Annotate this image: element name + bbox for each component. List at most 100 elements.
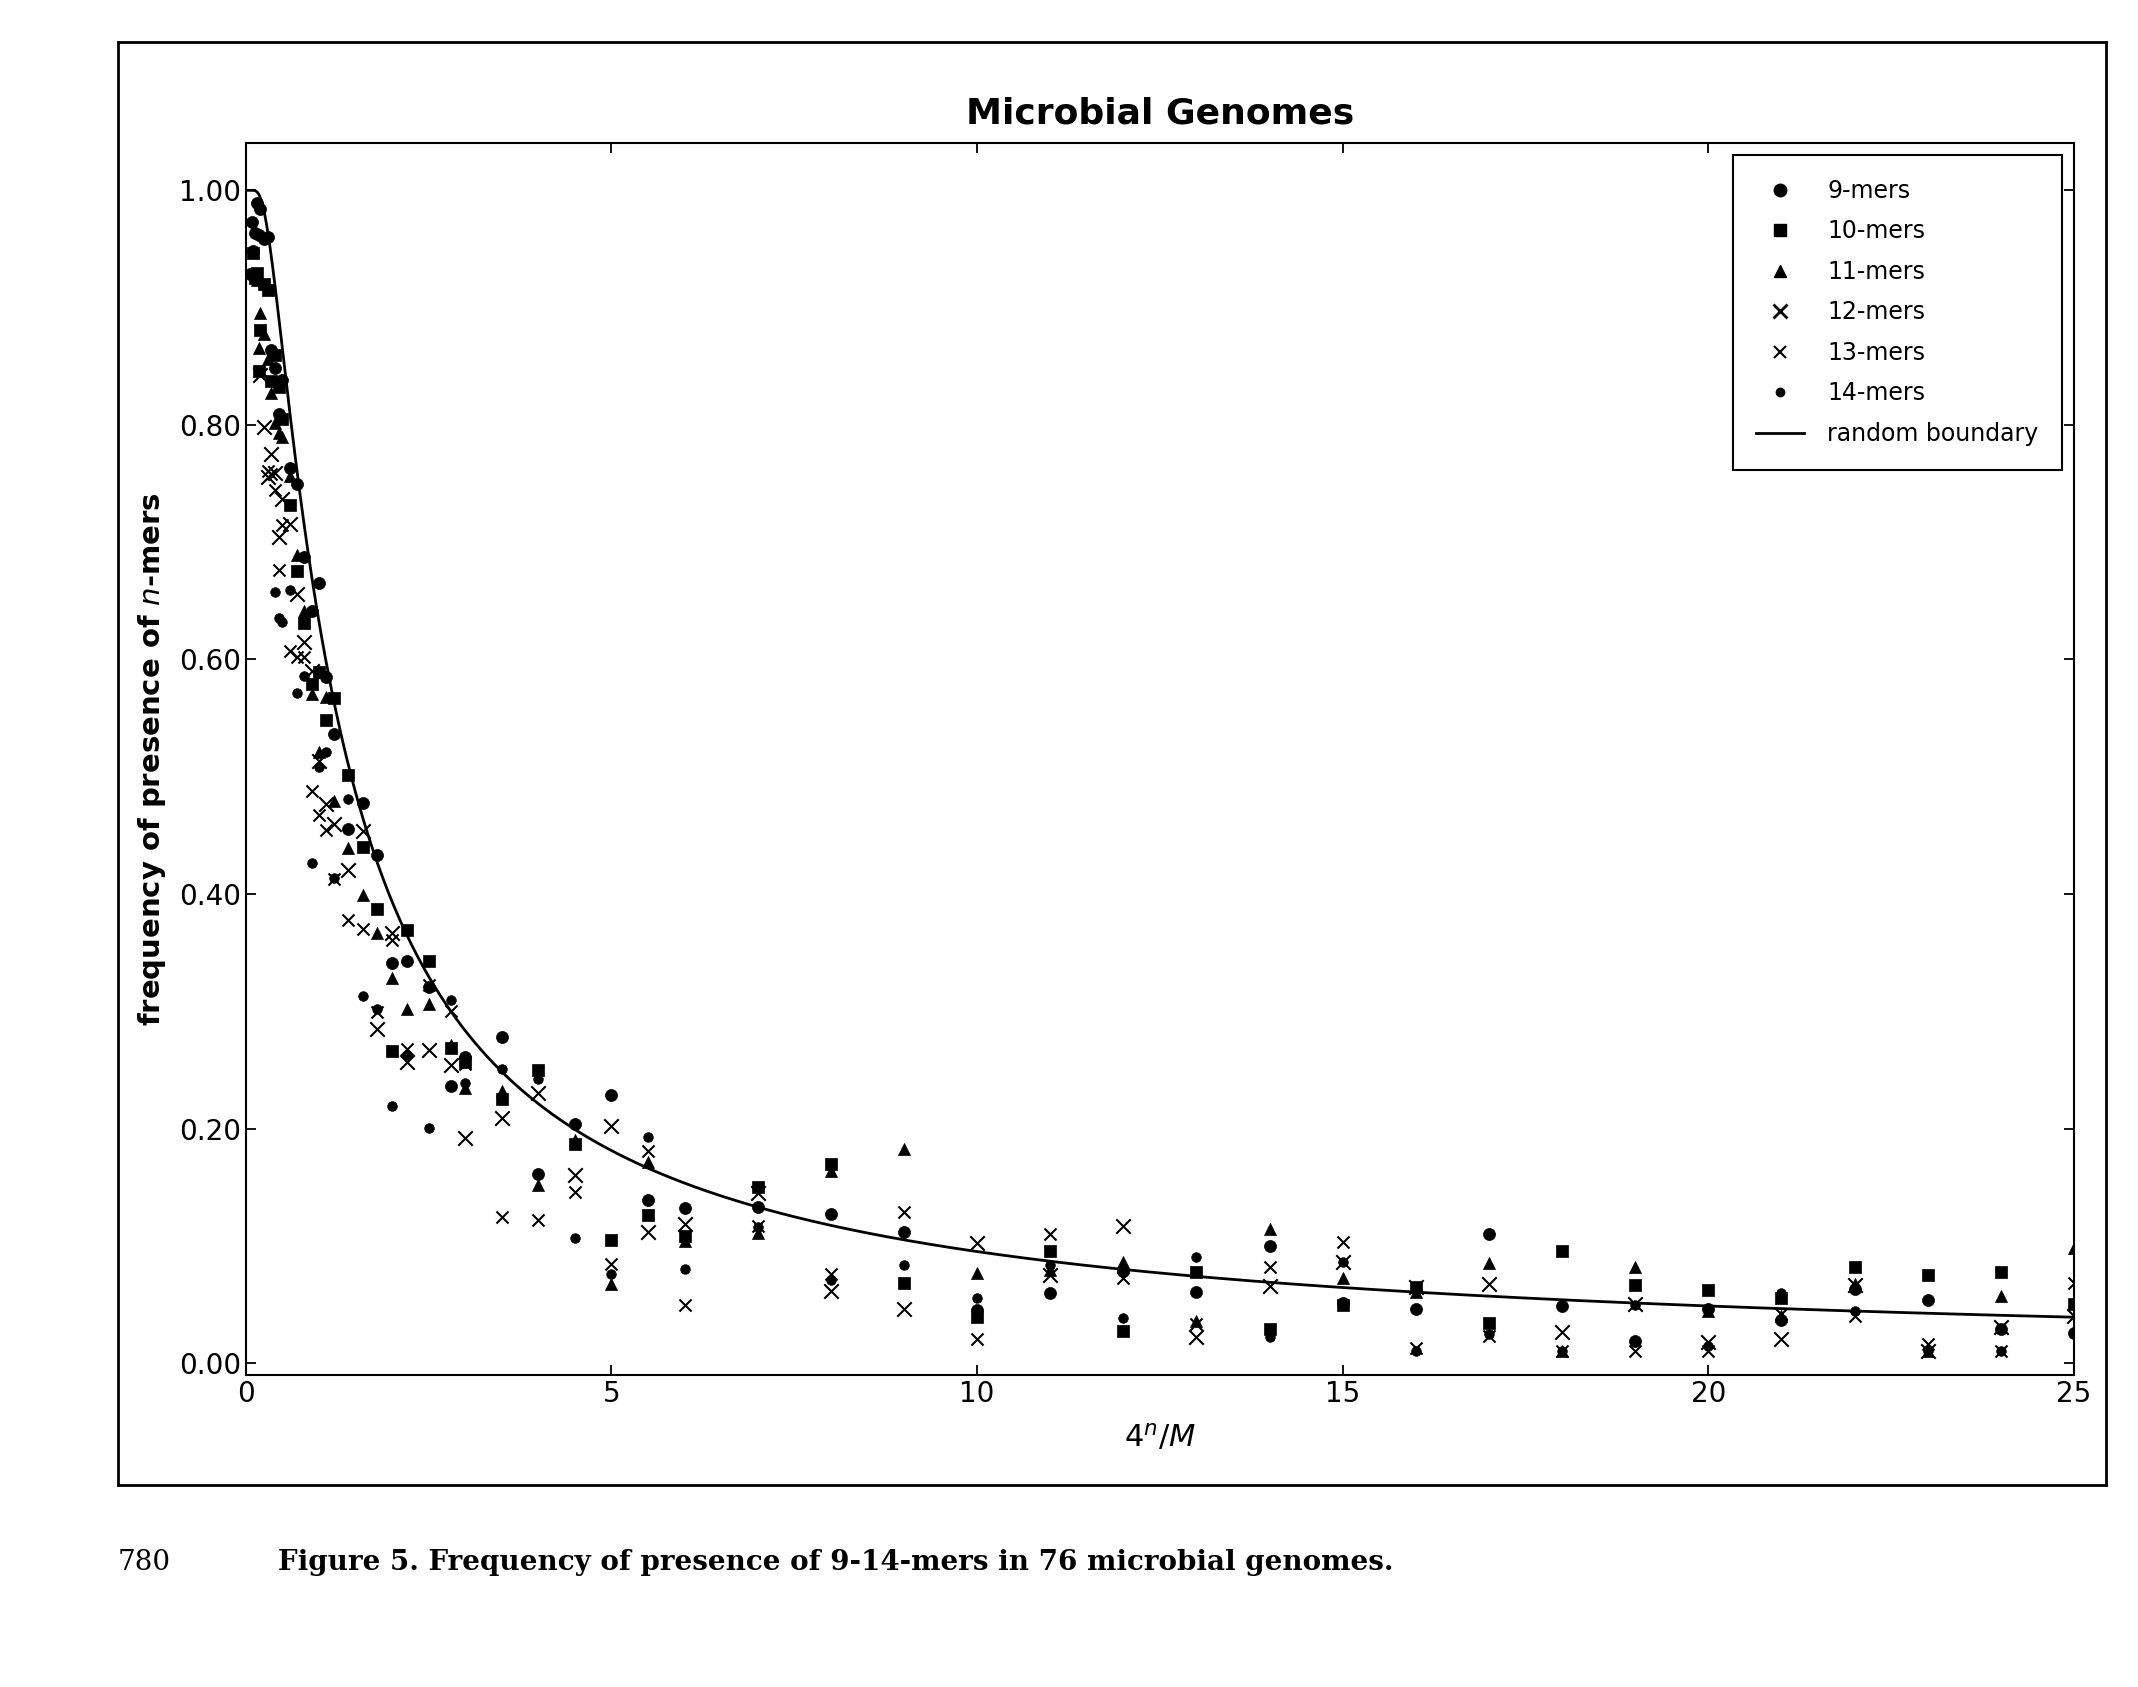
Text: Figure 5. Frequency of presence of 9-14-mers in 76 microbial genomes.: Figure 5. Frequency of presence of 9-14-… <box>278 1549 1394 1576</box>
Point <box>295 597 329 624</box>
Point <box>265 405 299 432</box>
Point <box>265 423 299 450</box>
Point <box>1105 1257 1140 1284</box>
Point <box>1033 1220 1067 1247</box>
Point <box>310 739 344 766</box>
Point <box>237 263 272 290</box>
Point <box>1837 1253 1871 1280</box>
Point <box>361 919 396 946</box>
Point <box>1253 1274 1287 1301</box>
Point <box>449 1048 483 1075</box>
Point <box>237 219 272 246</box>
Point <box>374 965 408 992</box>
Point <box>265 609 299 636</box>
Point <box>1764 1306 1798 1333</box>
Point <box>286 628 321 655</box>
Point <box>815 1201 849 1228</box>
Point <box>389 1041 423 1068</box>
Point <box>242 358 276 385</box>
Point <box>250 457 284 484</box>
Point <box>286 543 321 570</box>
Point <box>1471 1321 1505 1348</box>
Point <box>361 842 396 869</box>
Point <box>261 373 295 400</box>
Point <box>1398 1296 1432 1323</box>
Point <box>631 1218 665 1245</box>
Point <box>250 464 284 491</box>
Point <box>259 341 293 368</box>
Point <box>558 1127 592 1154</box>
Point <box>1180 1279 1214 1306</box>
Point <box>361 995 396 1022</box>
Point <box>667 1255 701 1282</box>
Point <box>522 1066 556 1093</box>
Point <box>239 189 274 216</box>
Point <box>261 400 295 427</box>
Point <box>1326 1265 1360 1292</box>
Point <box>274 493 308 520</box>
Point <box>1105 1318 1140 1345</box>
Point <box>740 1213 774 1240</box>
Point <box>1984 1338 2018 1365</box>
Point <box>887 1269 921 1296</box>
Point <box>331 815 366 842</box>
Point <box>1618 1253 1653 1280</box>
Point <box>265 366 299 393</box>
Point <box>374 1093 408 1120</box>
Point <box>1546 1338 1580 1365</box>
Point <box>248 226 282 253</box>
Point <box>295 680 329 707</box>
Point <box>740 1194 774 1221</box>
Point <box>261 420 295 447</box>
Point <box>1984 1314 2018 1341</box>
Point <box>1180 1311 1214 1338</box>
Point <box>1253 1316 1287 1343</box>
Point <box>410 972 445 999</box>
Point <box>1398 1274 1432 1301</box>
Point <box>887 1135 921 1162</box>
Point <box>960 1326 994 1353</box>
Point <box>1837 1270 1871 1297</box>
Point <box>1984 1282 2018 1309</box>
Point <box>1546 1338 1580 1365</box>
Point <box>1398 1274 1432 1301</box>
Text: 780: 780 <box>118 1549 171 1576</box>
Point <box>960 1285 994 1312</box>
Point <box>1764 1301 1798 1328</box>
Point <box>485 1054 520 1081</box>
Point <box>235 209 269 236</box>
Point <box>1764 1284 1798 1311</box>
Point <box>286 663 321 690</box>
Point <box>254 368 289 395</box>
Point <box>631 1137 665 1164</box>
Point <box>667 1223 701 1250</box>
Point <box>434 1073 468 1100</box>
Point <box>1691 1338 1725 1365</box>
Point <box>667 1194 701 1221</box>
Point <box>815 1260 849 1287</box>
Point <box>301 660 336 687</box>
Point <box>316 685 351 712</box>
Point <box>233 260 267 287</box>
Point <box>310 663 344 690</box>
Point <box>248 321 282 348</box>
Point <box>485 1024 520 1051</box>
Point <box>1764 1326 1798 1353</box>
Point <box>280 542 314 569</box>
Point <box>250 223 284 250</box>
Point <box>631 1186 665 1213</box>
Point <box>346 882 381 909</box>
Point <box>522 1206 556 1233</box>
Point <box>558 1161 592 1188</box>
Point <box>1911 1285 1946 1312</box>
Point <box>434 1051 468 1078</box>
Point <box>254 440 289 467</box>
Point <box>310 791 344 818</box>
Point <box>280 557 314 584</box>
Point <box>248 270 282 297</box>
Point <box>346 790 381 817</box>
Point <box>485 1085 520 1112</box>
Point <box>1253 1216 1287 1243</box>
Point <box>558 1225 592 1252</box>
Point <box>280 680 314 707</box>
